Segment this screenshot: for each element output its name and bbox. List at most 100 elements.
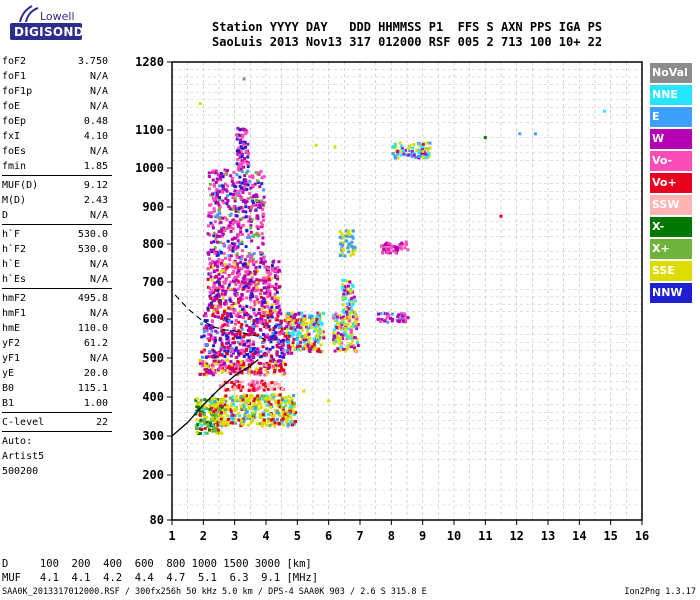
echo-point [344,292,348,296]
echo-point [250,292,254,296]
echo-point [241,161,245,165]
param-row: C-level 22 [2,415,112,430]
echo-point [229,192,232,196]
echo-point [200,350,204,354]
echo-point [233,266,237,270]
echo-point [232,220,236,224]
echo-point [217,402,221,406]
echo-point [334,339,338,343]
echo-point [403,318,407,322]
echo-point [288,331,292,335]
echo-point [228,344,232,347]
echo-point [343,322,347,326]
echo-point [265,347,269,351]
echo-point [223,188,227,192]
echo-point [306,345,310,349]
echo-point [206,355,210,359]
echo-point [287,334,291,338]
echo-point [309,347,313,351]
echo-point [350,283,354,287]
echo-point [209,424,213,428]
echo-point [355,327,359,330]
echo-point [224,197,228,200]
echo-point [219,346,223,350]
echo-point [352,323,355,326]
echo-point [225,315,229,319]
echo-point [406,153,410,157]
station-header: Station YYYY DAY DDD HHMMSS P1 FFS S AXN… [212,20,602,50]
echo-point [207,224,210,228]
echo-point [336,331,340,335]
echo-point [266,333,270,337]
echo-point [208,290,212,294]
echo-point [276,359,280,363]
echo-point [392,249,396,253]
echo-point [394,156,397,160]
echo-point [250,370,254,374]
echo-point [414,155,418,159]
echo-point [250,394,254,398]
echo-point [397,313,401,317]
echo-point [268,328,272,332]
echo-point [341,278,345,282]
echo-point [252,388,256,392]
echo-point [322,336,326,340]
echo-point [215,233,219,237]
echo-point [242,285,246,289]
echo-point [267,363,271,367]
echo-point [221,175,225,179]
echo-point [260,182,264,186]
param-row: hmF2 495.8 [2,291,112,306]
echo-point [252,399,256,403]
echo-point [376,312,380,316]
echo-point [261,413,265,417]
echo-point [344,348,348,351]
echo-point [247,206,251,209]
echo-point [417,148,421,152]
echo-point [258,373,262,377]
echo-point [315,315,319,319]
echo-point [214,408,218,412]
param-name: MUF(D) [2,180,39,191]
echo-point [285,327,289,331]
echo-point [237,146,241,150]
echo-point [231,219,235,223]
echo-point [247,252,251,255]
echo-point [273,383,276,387]
echo-point [318,316,322,320]
echo-point [320,350,324,354]
echo-point [268,319,272,323]
echo-point [231,182,235,186]
echo-point [255,278,259,281]
x-tick-label: 4 [262,529,269,543]
echo-point [207,332,211,336]
echo-point [194,398,198,402]
echo-point [292,422,296,426]
echo-point [245,272,249,276]
echo-point [239,151,243,155]
echo-point [248,236,251,239]
echo-point [216,190,220,194]
echo-point [395,245,399,249]
param-name: h`F2 [2,244,27,255]
echo-point [304,338,308,342]
echo-point [234,364,238,368]
echo-point [220,424,224,428]
echo-point [278,355,282,358]
echo-point [303,343,307,347]
echo-point [279,319,283,323]
echo-point [237,360,241,364]
echo-point [207,211,211,215]
echo-point [340,322,344,326]
echo-point [246,353,250,356]
echo-point [206,425,210,429]
echo-point [203,422,207,426]
y-tick-label: 600 [142,312,164,326]
echo-point [238,333,242,337]
echo-point [234,192,238,196]
echo-point [217,287,221,291]
echo-point [211,404,214,408]
echo-point [233,385,237,389]
echo-point [219,398,222,402]
echo-point [236,126,240,130]
